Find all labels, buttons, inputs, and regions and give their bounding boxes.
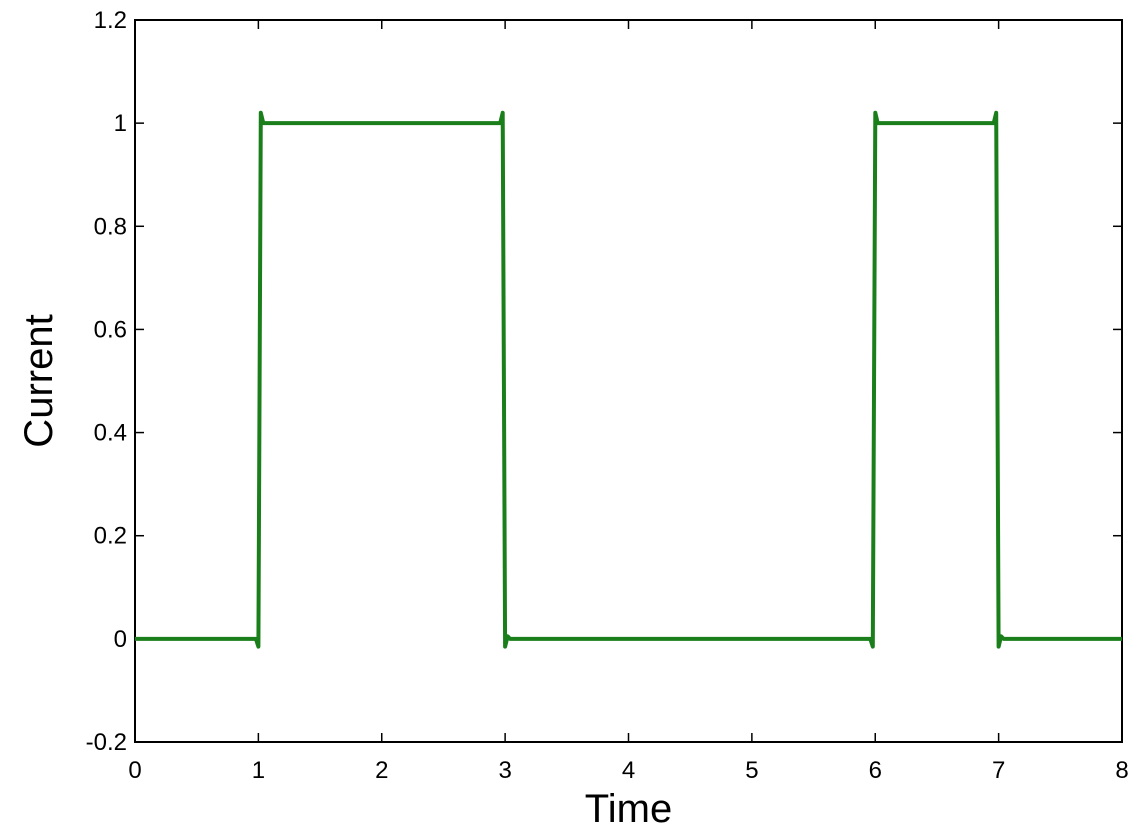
x-tick-labels: 0 1 2 3 4 5 6 7 8 bbox=[128, 757, 1128, 784]
y-tick-label: 0 bbox=[114, 626, 127, 653]
series-layer bbox=[135, 110, 1122, 649]
series-line bbox=[135, 110, 1122, 649]
y-tick-label: -0.2 bbox=[86, 729, 127, 756]
y-tick-label: 0.4 bbox=[94, 420, 127, 447]
x-tick-label: 5 bbox=[745, 757, 758, 784]
plot-area bbox=[134, 19, 1123, 743]
x-tick-label: 8 bbox=[1115, 757, 1128, 784]
x-tick-label: 0 bbox=[128, 757, 141, 784]
y-tick-label: 0.6 bbox=[94, 316, 127, 343]
y-tick-label: 1 bbox=[114, 110, 127, 137]
x-tick-label: 2 bbox=[375, 757, 388, 784]
y-tick-label: 0.2 bbox=[94, 523, 127, 550]
x-tick-label: 7 bbox=[992, 757, 1005, 784]
y-tick-labels: -0.2 0 0.2 0.4 0.6 0.8 1 1.2 bbox=[86, 7, 127, 756]
x-tick-label: 4 bbox=[622, 757, 635, 784]
x-tick-label: 3 bbox=[498, 757, 511, 784]
y-tick-label: 1.2 bbox=[94, 7, 127, 34]
tick-marks bbox=[134, 19, 1123, 743]
x-tick-label: 1 bbox=[252, 757, 265, 784]
plot-frame bbox=[134, 19, 1123, 743]
x-tick-label: 6 bbox=[869, 757, 882, 784]
y-tick-label: 0.8 bbox=[94, 213, 127, 240]
y-axis-title: Current bbox=[17, 314, 61, 447]
x-axis-title: Time bbox=[585, 787, 672, 831]
